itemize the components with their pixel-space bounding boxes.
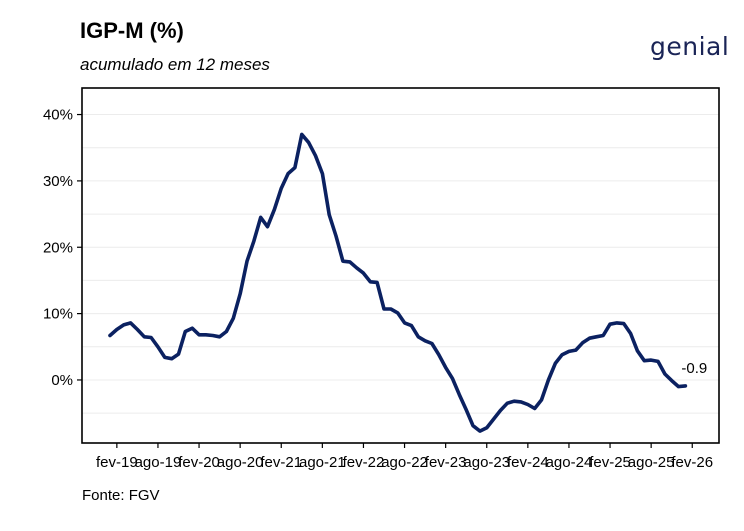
plot-frame [81, 87, 720, 444]
x-tick-label: fev-26 [671, 454, 713, 471]
y-tick-label: 0% [51, 372, 73, 389]
genial-logo: genial [650, 32, 730, 61]
x-tick-label: ago-24 [546, 454, 593, 471]
x-tick-label: fev-21 [260, 454, 302, 471]
y-tick-label: 30% [43, 173, 73, 190]
x-tick-label: ago-19 [135, 454, 182, 471]
x-tick-label: fev-23 [425, 454, 467, 471]
y-tick-label: 20% [43, 239, 73, 256]
x-tick-label: fev-20 [178, 454, 220, 471]
last-value-label: -0.9 [681, 360, 707, 377]
series-line [108, 132, 688, 433]
x-tick-label: fev-19 [96, 454, 138, 471]
x-tick-label: fev-25 [589, 454, 631, 471]
x-tick-label: ago-21 [299, 454, 346, 471]
y-tick-label: 40% [43, 107, 73, 124]
x-tick-label: fev-22 [343, 454, 385, 471]
chart-title: IGP-M (%) [80, 18, 184, 43]
y-tick-label: 10% [43, 306, 73, 323]
x-tick-label: fev-24 [507, 454, 549, 471]
source-note: Fonte: FGV [82, 487, 160, 504]
x-tick-label: ago-22 [381, 454, 428, 471]
x-tick-label: ago-20 [217, 454, 264, 471]
chart-subtitle: acumulado em 12 meses [80, 55, 270, 74]
x-tick-label: ago-23 [463, 454, 510, 471]
x-tick-label: ago-25 [628, 454, 675, 471]
